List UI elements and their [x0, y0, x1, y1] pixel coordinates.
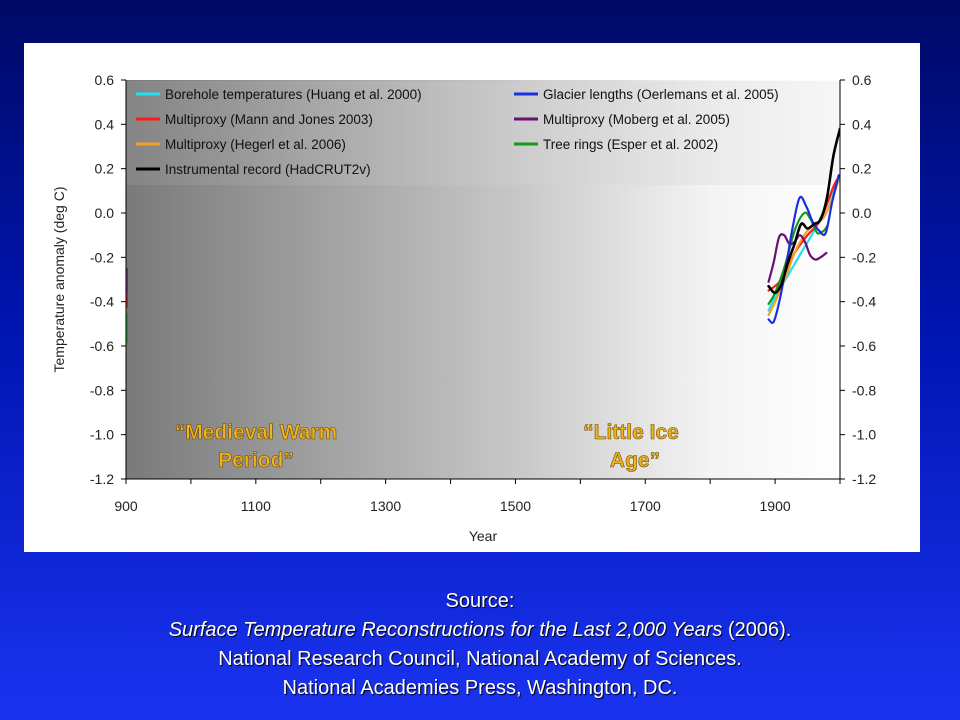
chart-panel: 0.6 0.6 0.4 0.4 0.2 0.2 0.0 0.0 -0.2 -0.2 -0.4 -0.4… [24, 43, 920, 552]
y-tick-label-right: 0.4 [852, 116, 872, 132]
x-tick-label: 1900 [760, 498, 791, 514]
annotation-medieval-line-0: “Medieval Warm [175, 421, 338, 444]
y-tick-label-left: 0.2 [95, 161, 115, 177]
series-line-6 [767, 127, 840, 295]
y-tick-label-right: 0.2 [852, 161, 872, 177]
axes-layer: 0.6 0.6 0.4 0.4 0.2 0.2 0.0 0.0 -0.2 -0.2 -0.4 -0.4… [51, 72, 876, 544]
y-tick-label-left: -1.2 [90, 471, 114, 487]
y-tick-label-left: -0.4 [90, 294, 114, 310]
caption-line-3: National Research Council, National Acad… [218, 648, 742, 670]
legend-entry-label: Tree rings (Esper et al. 2002) [543, 137, 718, 152]
y-tick-label-left: -0.2 [90, 249, 114, 265]
y-tick-label-right: 0.0 [852, 205, 872, 221]
legend-background [126, 81, 840, 185]
series-line-5 [767, 211, 829, 305]
y-tick-label-right: -0.4 [852, 294, 876, 310]
x-tick-label: 1100 [241, 498, 271, 514]
caption-line-4: National Academies Press, Washington, DC… [282, 677, 678, 699]
legend-entry-label: Glacier lengths (Oerlemans et al. 2005) [543, 87, 779, 102]
series-line-2 [767, 174, 840, 292]
report-title: Surface Temperature Reconstructions for … [168, 619, 723, 641]
legend-entry-label: Multiproxy (Moberg et al. 2005) [543, 112, 730, 127]
y-tick-label-right: 0.6 [852, 72, 872, 88]
x-tick-label: 1700 [630, 498, 661, 514]
report-year: (2006). [722, 619, 792, 641]
series-line-4 [767, 178, 840, 317]
legend: Borehole temperatures (Huang et al. 2000… [136, 87, 779, 177]
legend-entry-label: Multiproxy (Hegerl et al. 2006) [165, 137, 346, 152]
y-axis-label: Temperature anomaly (deg C) [51, 187, 67, 373]
annotation-medieval-line-1: Period” [218, 449, 294, 472]
x-axis-label: Year [469, 528, 498, 544]
y-tick-label-right: -0.8 [852, 382, 876, 398]
y-tick-label-left: 0.4 [95, 116, 115, 132]
y-tick-label-left: -1.0 [90, 427, 114, 443]
y-tick-label-right: -1.0 [852, 427, 876, 443]
source-caption: Source: Surface Temperature Reconstructi… [0, 587, 960, 703]
caption-line-2: Surface Temperature Reconstructions for … [0, 616, 960, 645]
y-tick-label-left: 0.0 [95, 205, 115, 221]
y-tick-label-left: -0.8 [90, 382, 114, 398]
y-tick-label-left: 0.6 [95, 72, 115, 88]
y-tick-label-right: -0.2 [852, 249, 876, 265]
legend-entry-label: Multiproxy (Mann and Jones 2003) [165, 112, 373, 127]
x-tick-label: 1500 [500, 498, 531, 514]
y-tick-label-left: -0.6 [90, 338, 114, 354]
annotation-little-ice-age-line-0: “Little Ice [583, 421, 679, 444]
caption-line-1: Source: [445, 590, 515, 612]
annotations: “Medieval Warm Period” “Little Ice Age” [174, 421, 679, 473]
annotation-little-ice-age-line-1: Age” [610, 449, 660, 472]
legend-entry-label: Borehole temperatures (Huang et al. 2000… [165, 87, 422, 102]
series-layer [126, 127, 840, 343]
x-tick-label: 900 [114, 498, 138, 514]
x-tick-label: 1300 [370, 498, 401, 514]
temperature-chart: 0.6 0.6 0.4 0.4 0.2 0.2 0.0 0.0 -0.2 -0.2 -0.4 -0.4… [51, 72, 876, 544]
legend-entry-label: Instrumental record (HadCRUT2v) [165, 162, 371, 177]
series-line-1 [767, 174, 840, 324]
y-tick-label-right: -1.2 [852, 471, 876, 487]
y-tick-label-right: -0.6 [852, 338, 876, 354]
